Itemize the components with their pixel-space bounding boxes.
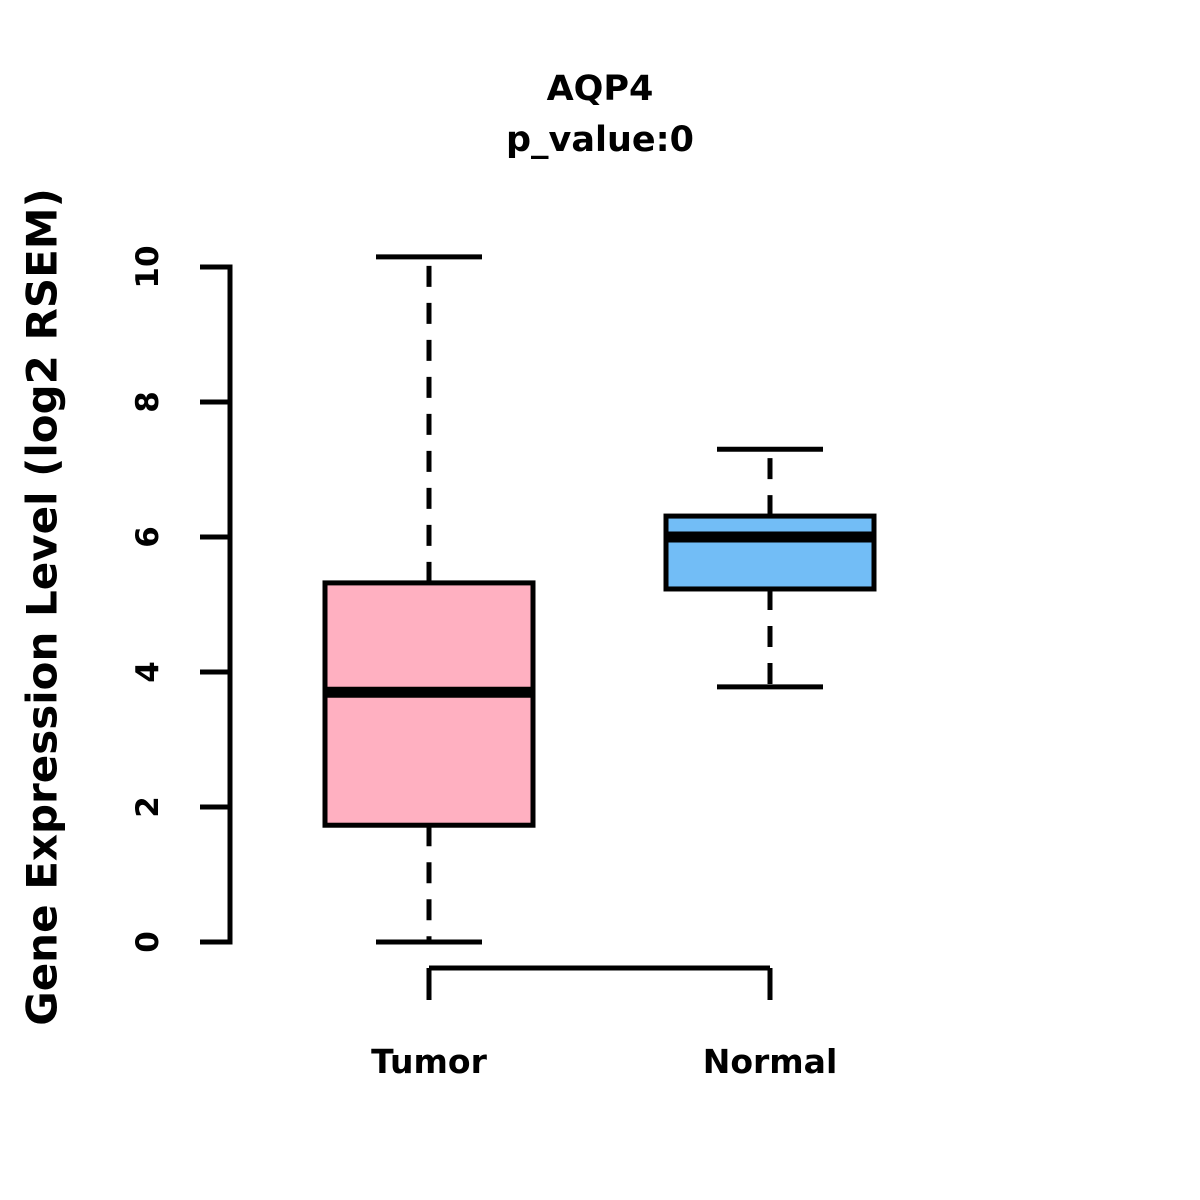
y-tick-label-10: 10: [130, 245, 166, 289]
y-axis-label: Gene Expression Level (log2 RSEM): [17, 188, 67, 1026]
y-tick-label-6: 6: [130, 526, 166, 548]
category-label-normal: Normal: [702, 1042, 838, 1081]
chart-subtitle: p_value:0: [506, 120, 694, 160]
y-tick-label-0: 0: [130, 931, 166, 953]
category-label-tumor: Tumor: [371, 1042, 487, 1081]
normal-box: [663, 513, 877, 592]
chart-title: AQP4: [546, 69, 654, 109]
tumor-box: [322, 580, 536, 828]
y-tick-label-4: 4: [130, 661, 166, 683]
y-tick-label-8: 8: [130, 391, 166, 413]
y-tick-label-2: 2: [130, 796, 166, 818]
